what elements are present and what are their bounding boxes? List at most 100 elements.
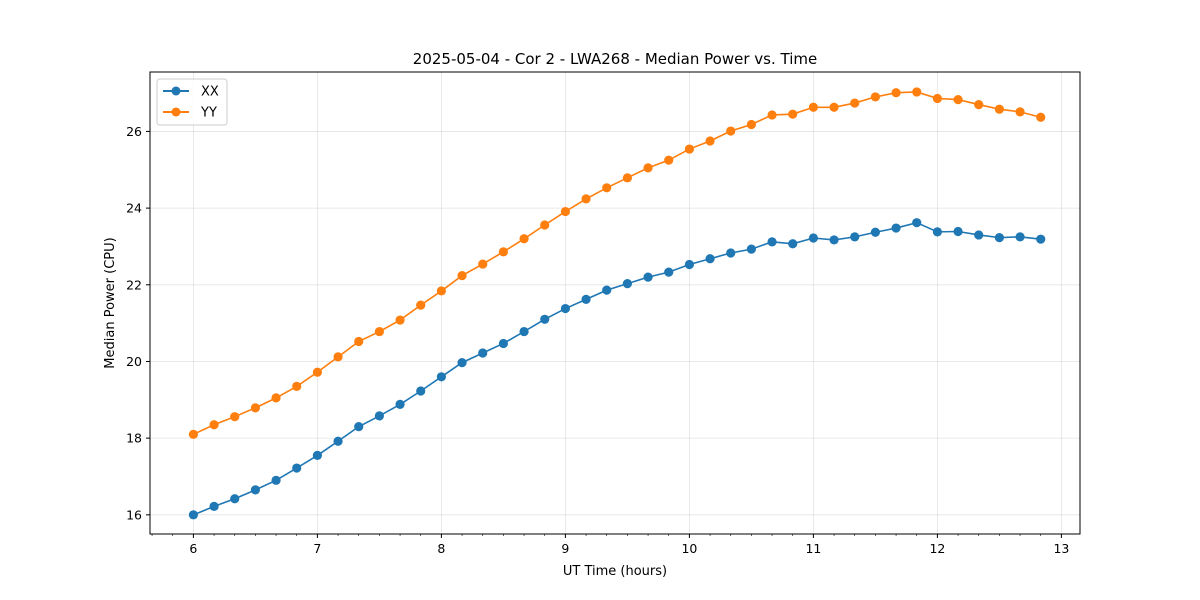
data-point-xx — [436, 372, 446, 382]
x-tick-label: 12 — [929, 541, 945, 556]
y-tick-label: 16 — [126, 507, 142, 522]
plot-frame — [149, 71, 1081, 535]
data-point-xx — [891, 223, 901, 233]
legend-label-xx: XX — [201, 85, 219, 100]
data-point-yy — [519, 234, 529, 244]
data-point-yy — [891, 88, 901, 98]
data-point-xx — [1015, 232, 1025, 242]
data-point-xx — [478, 348, 488, 358]
data-point-xx — [870, 227, 881, 237]
data-point-yy — [664, 155, 674, 165]
x-tick-label: 6 — [189, 541, 197, 556]
x-tick-label: 8 — [437, 541, 445, 556]
data-point-xx — [622, 279, 633, 289]
data-point-yy — [850, 98, 860, 108]
data-point-yy — [416, 300, 426, 310]
data-point-xx — [974, 230, 984, 240]
data-point-xx — [498, 338, 508, 349]
legend-marker-xx — [171, 86, 181, 96]
data-point-xx — [250, 485, 260, 495]
data-point-yy — [188, 429, 198, 439]
data-point-xx — [912, 218, 922, 228]
data-point-xx — [767, 237, 777, 247]
data-point-xx — [953, 226, 963, 237]
data-point-xx — [188, 510, 198, 520]
data-point-xx — [312, 450, 322, 461]
data-point-yy — [870, 92, 881, 102]
data-point-xx — [829, 235, 839, 245]
data-point-yy — [1036, 112, 1046, 122]
data-point-xx — [354, 422, 364, 432]
data-point-yy — [540, 220, 550, 230]
data-point-xx — [788, 239, 798, 249]
data-point-yy — [1015, 107, 1025, 117]
data-point-yy — [622, 173, 633, 183]
series-layer — [188, 87, 1046, 520]
data-point-yy — [643, 163, 653, 173]
data-point-yy — [932, 93, 943, 104]
axis-ticks: 6 7 8 9 10 11 12 13 16 18 20 22 24 26 — [126, 124, 1069, 556]
data-point-xx — [1036, 234, 1046, 244]
data-point-yy — [354, 336, 364, 347]
data-point-yy — [994, 104, 1005, 114]
data-point-xx — [457, 358, 467, 368]
data-point-xx — [705, 254, 715, 264]
data-point-xx — [395, 399, 405, 410]
x-tick-label: 9 — [561, 541, 569, 556]
data-point-yy — [767, 110, 777, 120]
data-point-xx — [684, 259, 695, 270]
data-point-xx — [581, 294, 591, 304]
legend-marker-yy — [171, 107, 181, 117]
data-point-xx — [374, 411, 384, 421]
data-point-yy — [746, 119, 757, 130]
data-point-xx — [292, 463, 302, 473]
data-point-yy — [395, 315, 405, 325]
data-point-xx — [540, 314, 550, 324]
data-point-yy — [436, 286, 446, 296]
y-axis-label: Median Power (CPU) — [103, 237, 118, 368]
data-point-yy — [209, 420, 219, 430]
data-point-xx — [602, 285, 612, 295]
data-point-yy — [953, 95, 963, 105]
grid-lines — [150, 72, 1080, 534]
data-point-yy — [312, 367, 322, 377]
data-point-xx — [664, 267, 674, 277]
data-point-xx — [271, 475, 281, 485]
data-point-yy — [271, 393, 281, 403]
data-point-yy — [705, 136, 715, 146]
data-point-yy — [726, 126, 736, 136]
data-point-xx — [416, 386, 426, 396]
data-point-yy — [684, 144, 695, 154]
data-point-yy — [250, 403, 260, 413]
data-point-yy — [230, 412, 240, 422]
data-point-yy — [581, 194, 591, 204]
data-point-yy — [498, 247, 508, 257]
data-point-xx — [932, 227, 943, 237]
data-point-xx — [808, 233, 819, 243]
data-point-xx — [726, 248, 736, 258]
data-point-yy — [333, 352, 343, 362]
x-tick-label: 11 — [805, 541, 821, 556]
data-point-xx — [209, 501, 219, 511]
y-tick-label: 26 — [126, 124, 142, 139]
data-point-yy — [478, 259, 488, 269]
data-point-yy — [457, 270, 467, 281]
data-point-yy — [374, 326, 384, 337]
data-point-yy — [292, 381, 302, 391]
data-point-yy — [912, 87, 922, 97]
data-point-xx — [643, 272, 653, 282]
data-point-xx — [560, 303, 571, 314]
data-point-yy — [974, 99, 984, 110]
data-point-xx — [746, 244, 757, 254]
chart-title: 2025-05-04 - Cor 2 - LWA268 - Median Pow… — [413, 50, 817, 68]
y-tick-label: 24 — [126, 201, 142, 216]
data-point-xx — [850, 232, 860, 242]
x-tick-label: 7 — [313, 541, 321, 556]
legend-label-yy: YY — [200, 106, 217, 121]
x-tick-label: 10 — [681, 541, 697, 556]
data-point-xx — [333, 436, 343, 446]
data-point-xx — [519, 326, 529, 337]
data-point-xx — [230, 494, 240, 504]
x-tick-label: 13 — [1053, 541, 1069, 556]
